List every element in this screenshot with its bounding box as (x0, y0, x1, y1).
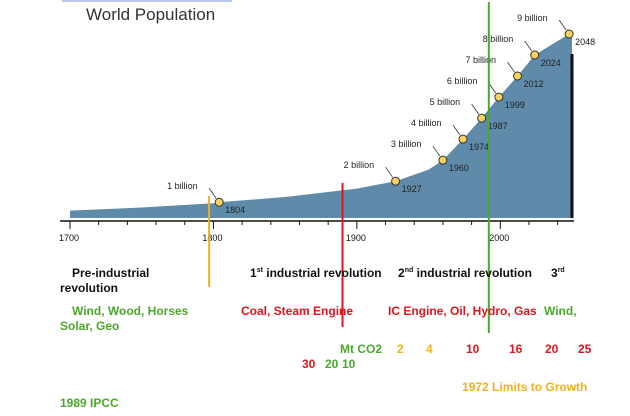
milestone: 2 billion 1927 (344, 160, 422, 194)
milestone-year: 2024 (541, 58, 561, 68)
co2-label: Mt CO2 (340, 342, 382, 356)
milestone-label: 4 billion (411, 118, 442, 128)
era-second-industrial: 2nd industrial revolution (398, 266, 532, 280)
era-pre-industrial-line2: revolution (60, 281, 119, 295)
title-underline (62, 0, 232, 2)
milestone-leader (524, 40, 533, 52)
population-area (70, 34, 572, 218)
milestone-dot (438, 155, 448, 165)
milestone-leader (471, 103, 479, 115)
milestone-label: 7 billion (465, 55, 496, 65)
milestone-label: 6 billion (447, 76, 478, 86)
x-tick-label: 1700 (59, 233, 79, 243)
milestone: 1 billion 1804 (167, 181, 245, 215)
milestone-label: 8 billion (483, 34, 514, 44)
milestone-year: 2012 (523, 79, 543, 89)
era-divider-lines (208, 2, 490, 333)
milestone-label: 3 billion (391, 139, 422, 149)
milestone-dot (530, 50, 540, 60)
milestone-dot (494, 92, 504, 102)
milestone-label: 5 billion (430, 97, 461, 107)
milestone-dot (564, 29, 574, 39)
milestone-leader (488, 82, 497, 94)
co2-value-2: 4 (426, 342, 433, 356)
milestone-label: 2 billion (344, 160, 375, 170)
x-axis-ticks: 1700 1800 1900 2000 (59, 221, 559, 243)
co2-value-1: 2 (397, 342, 404, 356)
co2-value-5: 20 (545, 342, 559, 356)
co2-row2-b: 20 (325, 357, 339, 371)
x-tick-label: 1800 (202, 233, 222, 243)
milestone: 6 billion 1999 (447, 76, 525, 110)
sources-third: Wind, (544, 304, 577, 318)
co2-value-4: 16 (509, 342, 523, 356)
x-tick-label: 1900 (346, 233, 366, 243)
milestone-label: 1 billion (167, 181, 198, 191)
milestone-leader (507, 61, 515, 73)
sources-pre-line1: Wind, Wood, Horses (72, 304, 189, 318)
era-third: 3rd (551, 266, 565, 280)
milestone-dot (458, 134, 468, 144)
milestone-year: 1987 (488, 121, 508, 131)
sources-second: IC Engine, Oil, Hydro, Gas (388, 304, 537, 318)
milestone-markers: 1 billion 1804 2 billion 1927 3 billion 1960 4… (167, 13, 595, 215)
milestone-year: 2048 (575, 37, 595, 47)
milestone-dot (512, 71, 522, 81)
milestone-year: 1960 (449, 163, 469, 173)
era-first-industrial: 1st industrial revolution (250, 266, 382, 280)
milestone: 7 billion 2012 (465, 55, 543, 89)
milestone: 8 billion 2024 (483, 34, 561, 68)
note-limits-to-growth: 1972 Limits to Growth (462, 380, 588, 394)
milestone: 9 billion 2048 (517, 13, 595, 47)
milestone-year: 1974 (469, 142, 489, 152)
co2-value-3: 10 (466, 342, 480, 356)
milestone-dot (391, 176, 401, 186)
sources-first: Coal, Steam Engine (241, 304, 354, 318)
milestone-year: 1804 (225, 205, 245, 215)
milestone: 5 billion 1987 (430, 97, 508, 131)
x-tick-label: 2000 (489, 233, 509, 243)
milestone: 3 billion 1960 (391, 139, 469, 173)
milestone-year: 1999 (505, 100, 525, 110)
milestone: 4 billion 1974 (411, 118, 489, 152)
era-pre-industrial-line1: Pre-industrial (72, 266, 150, 280)
co2-row2-a: 30 (302, 357, 316, 371)
milestone-leader (432, 145, 441, 157)
milestone-leader (452, 124, 461, 136)
co2-row2-c: 10 (342, 357, 356, 371)
milestone-year: 1927 (402, 184, 422, 194)
milestone-leader (208, 187, 217, 199)
co2-value-6: 25 (578, 342, 592, 356)
milestone-leader (385, 166, 393, 178)
milestone-leader (558, 19, 567, 31)
milestone-dot (477, 113, 487, 123)
note-ipcc: 1989 IPCC (60, 396, 119, 410)
chart-title: World Population (86, 5, 216, 24)
milestone-label: 9 billion (517, 13, 548, 23)
milestone-dot (214, 197, 224, 207)
sources-pre-line2: Solar, Geo (60, 319, 120, 333)
